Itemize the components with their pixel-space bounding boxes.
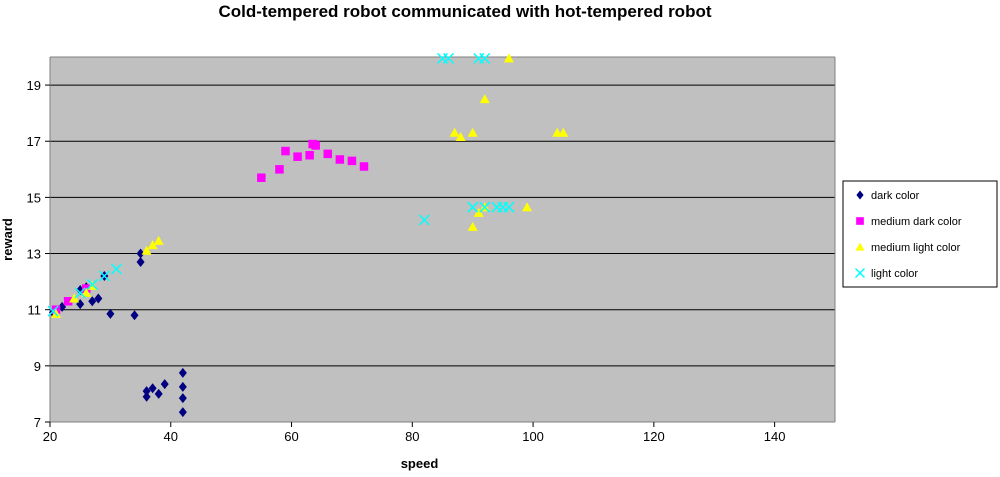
legend-label: dark color — [871, 190, 920, 202]
data-point — [142, 386, 151, 397]
x-tick-label: 120 — [643, 429, 665, 444]
y-axis-title: reward — [0, 218, 15, 261]
y-tick-label: 13 — [27, 247, 41, 262]
data-point — [69, 293, 80, 303]
y-tick-label: 7 — [34, 415, 41, 430]
legend-label: medium light color — [871, 242, 961, 254]
data-point — [178, 393, 187, 404]
legend-marker — [855, 242, 865, 251]
data-point — [136, 248, 145, 259]
data-point — [311, 141, 320, 150]
data-point — [467, 221, 478, 231]
data-point — [74, 287, 86, 299]
plot-area — [50, 57, 835, 422]
x-tick-label: 20 — [43, 429, 57, 444]
data-point — [86, 278, 98, 290]
x-axis-title: speed — [401, 456, 439, 471]
x-tick-label: 40 — [164, 429, 178, 444]
data-point — [281, 146, 290, 156]
data-point — [147, 240, 158, 250]
data-point — [98, 270, 110, 282]
data-point — [110, 263, 122, 275]
series-light-color — [47, 52, 515, 317]
data-point — [178, 381, 187, 392]
data-point — [178, 367, 187, 378]
data-point — [305, 151, 314, 160]
data-point — [455, 132, 466, 142]
data-point — [88, 296, 97, 307]
legend-marker — [856, 217, 864, 225]
data-point — [141, 245, 152, 255]
data-point — [106, 308, 115, 319]
data-point — [359, 162, 369, 171]
data-point — [293, 152, 302, 161]
data-point — [479, 201, 491, 213]
y-tick-label: 15 — [27, 190, 41, 205]
y-tick-label: 17 — [27, 134, 41, 149]
data-point — [503, 53, 514, 63]
data-point — [178, 407, 187, 418]
axes: 7 9 11 13 15 17 19 20 40 60 80 100 120 140 — [27, 56, 836, 444]
data-point — [81, 287, 92, 297]
data-point — [153, 235, 164, 245]
data-point — [160, 379, 169, 390]
data-point — [94, 293, 103, 304]
data-point — [473, 207, 484, 217]
data-point — [148, 383, 157, 394]
data-point — [522, 202, 533, 212]
data-point — [257, 173, 266, 182]
legend-label: light color — [871, 268, 918, 280]
data-point — [503, 201, 515, 213]
legend-marker — [854, 267, 866, 279]
x-tick-label: 100 — [522, 429, 544, 444]
data-point — [467, 127, 478, 137]
data-point — [323, 149, 333, 159]
x-tick-label: 80 — [405, 429, 419, 444]
data-point — [275, 165, 284, 174]
data-point — [418, 214, 430, 226]
data-points — [47, 52, 569, 418]
data-point — [154, 388, 163, 399]
data-point — [449, 127, 460, 137]
x-tick-label: 60 — [284, 429, 298, 444]
data-point — [47, 305, 59, 317]
data-point — [443, 52, 455, 64]
data-point — [479, 94, 490, 104]
y-tick-label: 19 — [27, 78, 41, 93]
data-point — [63, 297, 73, 306]
legend: dark color medium dark color medium light … — [842, 180, 998, 288]
data-point — [467, 201, 479, 213]
y-tick-label: 9 — [34, 359, 41, 374]
data-point — [335, 155, 345, 164]
legend-box — [842, 180, 998, 288]
legend-label: medium dark color — [871, 216, 962, 228]
chart-title: Cold-tempered robot communicated with ho… — [218, 2, 712, 21]
data-point — [479, 52, 491, 64]
data-point — [558, 127, 569, 137]
data-point — [347, 156, 357, 166]
data-point — [142, 391, 151, 402]
legend-marker — [856, 190, 864, 200]
gridlines — [50, 84, 835, 367]
data-point — [130, 310, 139, 321]
data-point — [136, 256, 145, 267]
y-tick-label: 11 — [28, 303, 42, 318]
x-tick-label: 140 — [764, 429, 786, 444]
